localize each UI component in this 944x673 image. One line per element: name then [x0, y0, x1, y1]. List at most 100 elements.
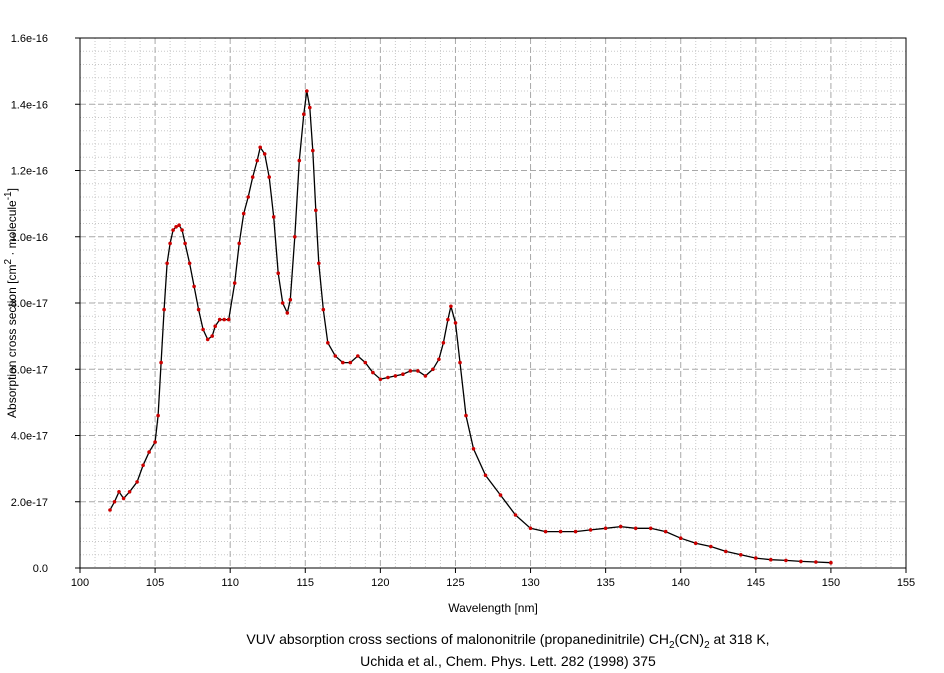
x-axis-title: Wavelength [nm]	[448, 601, 538, 615]
y-tick-label: 1.6e-16	[11, 33, 48, 45]
data-point	[543, 529, 548, 534]
data-point	[814, 560, 818, 564]
data-point	[153, 440, 157, 444]
data-point	[246, 195, 250, 199]
y-axis-title-prefix: Absorption cross section [cm	[5, 265, 19, 418]
x-tick-label: 100	[71, 577, 89, 589]
y-axis-title: Absorption cross section [cm2 · molecule…	[3, 188, 19, 418]
data-point	[321, 307, 326, 312]
y-tick-label: 2.0e-17	[11, 497, 48, 509]
x-tick-label: 105	[146, 577, 164, 589]
data-point	[378, 377, 383, 382]
data-point	[250, 175, 255, 179]
y-tick-label: 6.0e-17	[11, 364, 48, 376]
data-point	[513, 513, 518, 517]
data-point	[162, 307, 166, 312]
data-point	[180, 228, 184, 232]
x-tick-label: 110	[221, 577, 239, 589]
data-point	[288, 297, 293, 302]
data-point	[573, 529, 578, 534]
data-point	[739, 553, 743, 557]
data-point	[159, 360, 163, 365]
data-point	[108, 508, 112, 512]
data-point	[441, 341, 446, 345]
data-point	[156, 413, 160, 418]
x-tick-label: 135	[596, 577, 614, 589]
data-point	[187, 261, 192, 266]
caption-line2: Uchida et al., Chem. Phys. Lett. 282 (19…	[360, 653, 656, 669]
data-point	[799, 559, 803, 564]
data-point	[217, 317, 222, 322]
y-tick-label: 1.0e-16	[11, 232, 48, 244]
caption-suffix: at 318 K,	[710, 631, 770, 647]
data-point	[333, 354, 338, 358]
data-point	[183, 241, 187, 246]
data-point	[127, 490, 132, 494]
y-axis-title-suffix: ]	[5, 188, 19, 191]
caption-line1: VUV absorption cross sections of malonon…	[246, 631, 769, 651]
x-tick-label: 140	[672, 577, 690, 589]
data-point	[241, 211, 246, 216]
caption-sub1: 2	[669, 640, 675, 651]
data-point	[558, 529, 563, 534]
data-point	[302, 112, 306, 116]
data-point	[255, 158, 259, 163]
data-point	[618, 524, 623, 529]
x-tick-label: 150	[822, 577, 840, 589]
data-point	[222, 317, 226, 322]
data-point	[135, 480, 139, 484]
data-point	[709, 544, 713, 549]
data-point	[401, 372, 405, 377]
data-point	[416, 369, 420, 373]
data-point	[117, 490, 121, 494]
data-point	[386, 375, 390, 380]
data-point	[267, 175, 272, 179]
caption-prefix: VUV absorption cross sections of malonon…	[246, 631, 669, 647]
x-tick-label: 155	[897, 577, 915, 589]
series-layer	[108, 89, 833, 565]
data-point	[192, 284, 196, 289]
data-point	[648, 526, 653, 531]
data-point	[724, 549, 728, 554]
data-point	[341, 360, 345, 365]
data-point	[588, 528, 593, 532]
data-point	[276, 271, 281, 276]
data-point	[363, 360, 368, 365]
data-point	[754, 556, 758, 560]
data-point	[408, 369, 413, 373]
grid	[80, 38, 906, 569]
data-point	[348, 360, 353, 365]
data-point	[147, 450, 151, 454]
y-axis-title-exp1: 2	[3, 259, 14, 265]
data-point	[196, 307, 201, 312]
data-point	[483, 473, 488, 478]
y-tick-label: 1.2e-16	[11, 166, 48, 178]
x-tick-label: 145	[747, 577, 765, 589]
data-point	[308, 105, 312, 110]
data-point	[431, 367, 435, 372]
data-point	[121, 496, 126, 501]
data-point	[453, 321, 458, 325]
y-tick-label: 0.0	[33, 563, 48, 575]
x-tick-label: 130	[521, 577, 539, 589]
data-point	[168, 241, 172, 246]
caption-mid: (CN)	[675, 631, 705, 647]
data-point	[326, 341, 330, 345]
x-tick-label: 120	[371, 577, 389, 589]
data-point	[237, 241, 241, 246]
data-point	[165, 261, 169, 266]
data-point	[262, 152, 267, 156]
data-point	[174, 225, 178, 229]
data-point	[784, 558, 788, 563]
data-point	[663, 529, 668, 534]
data-point	[210, 334, 214, 338]
data-point	[678, 536, 683, 540]
data-point	[693, 541, 698, 545]
y-axis-title-exp2: -1	[3, 191, 14, 200]
data-point	[769, 557, 773, 562]
x-tick-label: 125	[446, 577, 464, 589]
data-point	[498, 493, 503, 497]
data-point	[449, 304, 453, 309]
data-point	[205, 337, 210, 342]
